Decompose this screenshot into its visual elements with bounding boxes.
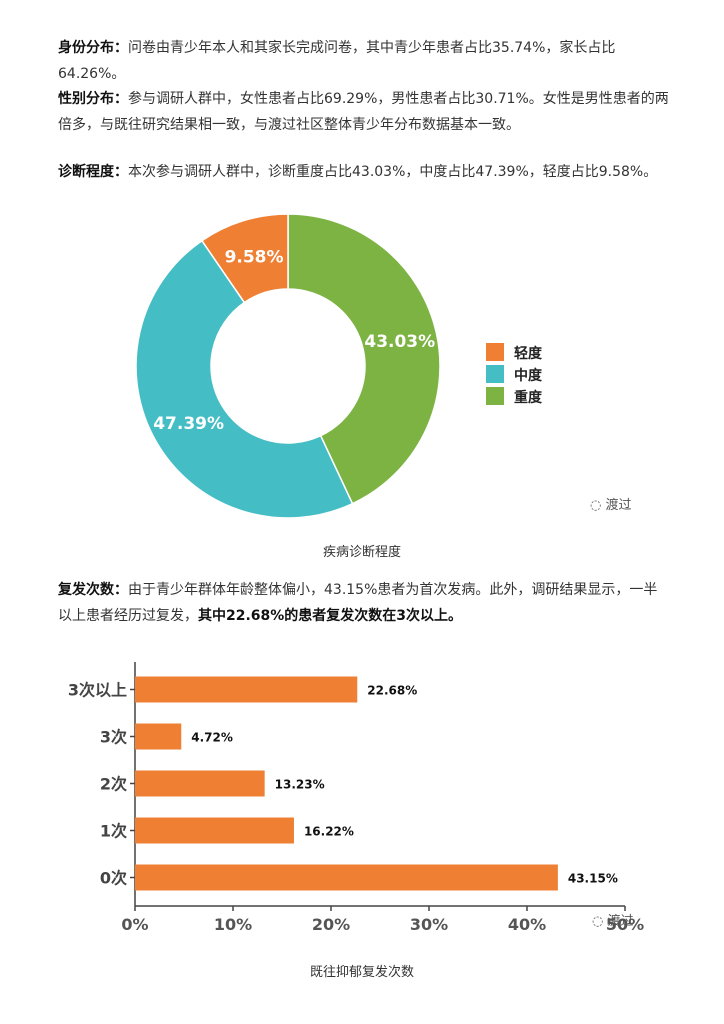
gender-paragraph: 性别分布：参与调研人群中，女性患者占比69.29%，男性患者占比30.71%。女…: [58, 86, 670, 138]
value-label-1: 4.72%: [191, 731, 233, 745]
x-tick-label-5: 50%: [606, 915, 644, 934]
watermark-icon-2: ◌: [592, 914, 604, 929]
donut-slice-0: [287, 213, 441, 505]
x-tick-label-2: 20%: [312, 915, 350, 934]
bar-3: [135, 817, 294, 844]
value-label-2: 13.23%: [275, 778, 325, 792]
category-label-3: 1次: [100, 822, 127, 841]
value-label-0: 22.68%: [367, 684, 417, 698]
watermark-text: 渡过: [605, 498, 632, 513]
category-label-0: 3次以上: [68, 681, 127, 700]
donut-label-2: 9.58%: [225, 248, 284, 268]
value-label-4: 43.15%: [568, 872, 618, 886]
relapse-text: 由于青少年群体年龄整体偏小，43.15%患者为首次发病。此外，调研结果显示，一半…: [58, 582, 658, 624]
legend-label-0: 轻度: [514, 345, 543, 362]
donut-slice-1: [135, 239, 354, 519]
diagnosis-paragraph: 诊断程度：本次参与调研人群中，诊断重度占比43.03%，中度占比47.39%，轻…: [58, 159, 670, 185]
value-label-3: 16.22%: [304, 825, 354, 839]
gender-text: 参与调研人群中，女性患者占比69.29%，男性患者占比30.71%。女性是男性患…: [58, 91, 669, 133]
category-label-1: 3次: [100, 728, 127, 747]
donut-label-1: 47.39%: [153, 414, 224, 434]
identity-text: 问卷由青少年本人和其家长完成问卷，其中青少年患者占比35.74%，家长占比64.…: [58, 40, 616, 82]
identity-label: 身份分布：: [58, 40, 128, 56]
watermark-icon: ◌: [590, 498, 602, 513]
bar-1: [135, 723, 182, 750]
gender-label: 性别分布：: [58, 91, 128, 107]
category-label-2: 2次: [100, 775, 127, 794]
watermark-text-2: 渡过: [607, 914, 634, 929]
relapse-label: 复发次数：: [58, 582, 128, 598]
legend-swatch-0: [486, 343, 504, 361]
identity-paragraph: 身份分布：问卷由青少年本人和其家长完成问卷，其中青少年患者占比35.74%，家长…: [58, 35, 670, 87]
x-tick-label-0: 0%: [121, 915, 148, 934]
legend-swatch-2: [486, 387, 504, 405]
watermark-donut: ◌ 渡过: [590, 494, 632, 513]
watermark-bars: ◌ 渡过: [592, 910, 634, 929]
bar-0: [135, 676, 358, 703]
donut-slice-2: [200, 213, 289, 304]
legend-label-1: 中度: [514, 367, 543, 384]
x-tick-label-1: 10%: [214, 915, 252, 934]
donut-caption: 疾病诊断程度: [322, 545, 401, 560]
bar-4: [135, 864, 558, 891]
bar-caption: 既往抑郁复发次数: [309, 965, 414, 980]
diagnosis-label: 诊断程度：: [58, 164, 128, 180]
x-tick-label-3: 30%: [410, 915, 448, 934]
legend-swatch-1: [486, 365, 504, 383]
legend-label-2: 重度: [514, 389, 543, 406]
category-label-4: 0次: [100, 869, 127, 888]
relapse-bold-text: 其中22.68%的患者复发次数在3次以上。: [198, 608, 463, 624]
donut-label-0: 43.03%: [364, 332, 435, 352]
diagnosis-text: 本次参与调研人群中，诊断重度占比43.03%，中度占比47.39%，轻度占比9.…: [128, 164, 658, 180]
relapse-paragraph: 复发次数：由于青少年群体年龄整体偏小，43.15%患者为首次发病。此外，调研结果…: [58, 577, 670, 629]
bar-2: [135, 770, 265, 797]
x-tick-label-4: 40%: [508, 915, 546, 934]
